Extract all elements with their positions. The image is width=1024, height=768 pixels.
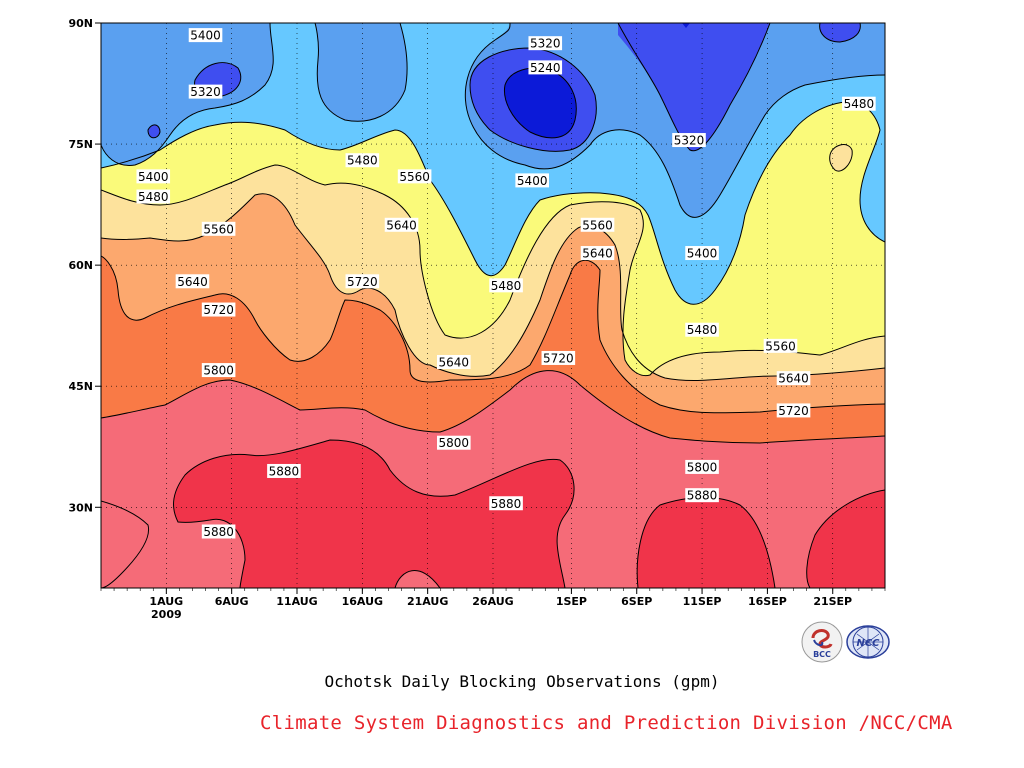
contour-label-bg: [528, 60, 563, 75]
contour-label-bg: [515, 173, 549, 188]
x-tick-label: 16SEP: [748, 595, 787, 608]
contour-label-bg: [437, 435, 471, 450]
x-tick-label: 16AUG: [342, 595, 383, 608]
x-tick-label: 6SEP: [621, 595, 652, 608]
credit-line: Climate System Diagnostics and Predictio…: [260, 712, 953, 734]
x-tick-label: 11AUG: [276, 595, 317, 608]
x-tick-label: 1AUG: [149, 595, 183, 608]
y-axis: 30N 45N 60N 75N 90N: [68, 17, 101, 514]
ncc-logo-icon: NCC: [846, 625, 890, 659]
contour-label: 5880: [491, 497, 522, 511]
y-tick-label: 60N: [68, 259, 93, 272]
x-tick-label: 26AUG: [472, 595, 513, 608]
contour-label: 5480: [491, 279, 522, 293]
y-tick-label: 75N: [68, 138, 93, 151]
contour-label: 5240: [530, 61, 561, 75]
contour-label: 5480: [844, 97, 875, 111]
contour-label-bg: [437, 355, 471, 369]
contour-label-bg: [776, 371, 811, 386]
y-tick-label: 30N: [68, 501, 93, 514]
closed-5640-cell: [829, 144, 853, 172]
x-tick-label: 2009: [151, 608, 182, 621]
contour-label: 5560: [765, 339, 796, 353]
contour-label: 5480: [138, 190, 169, 204]
contour-label-bg: [201, 363, 236, 378]
band-5240: [504, 23, 690, 138]
contour-label: 5720: [347, 275, 378, 289]
contour-label-bg: [672, 133, 706, 148]
contour-label: 5640: [386, 218, 417, 232]
contour-label-bg: [397, 169, 432, 184]
contour-label: 5640: [439, 356, 470, 370]
contour-label: 5480: [687, 323, 718, 337]
contour-label-bg: [201, 221, 236, 236]
contour-label: 5320: [190, 85, 221, 99]
contour-label-bg: [685, 459, 719, 474]
contour-label-bg: [175, 274, 210, 289]
contour-label: 5560: [582, 218, 613, 232]
y-tick-label: 90N: [68, 17, 93, 30]
contour-label-bg: [489, 278, 523, 293]
contour-label: 5800: [439, 436, 470, 450]
contour-label-bg: [776, 403, 811, 418]
contour-label-bg: [528, 36, 563, 51]
contour-label-bg: [136, 169, 171, 184]
contour-label: 5560: [203, 222, 234, 236]
contour-label-bg: [384, 217, 419, 232]
contour-label-bg: [267, 463, 301, 478]
contour-label: 5880: [269, 464, 300, 478]
contour-label-bg: [201, 524, 236, 539]
contour-label-bg: [345, 274, 380, 289]
x-tick-label: 1SEP: [556, 595, 587, 608]
contour-label-bg: [685, 246, 719, 261]
contour-label: 5720: [203, 303, 234, 317]
contour-label: 5400: [138, 170, 169, 184]
x-tick-label: 21AUG: [407, 595, 448, 608]
contour-label: 5880: [687, 489, 718, 503]
contour-label: 5640: [582, 247, 613, 261]
contour-label: 5400: [190, 29, 221, 43]
contour-label: 5720: [778, 404, 809, 418]
contour-label-bg: [345, 153, 380, 168]
contour-label-bg: [489, 496, 523, 511]
contour-label-bg: [136, 189, 171, 204]
contour-label-bg: [541, 350, 576, 365]
contour-label-bg: [685, 322, 719, 337]
contour-label: 5400: [687, 247, 718, 261]
contour-label-bg: [188, 28, 223, 43]
contour-lines: [101, 23, 885, 588]
contour-label: 5320: [674, 134, 705, 148]
contour-label-bg: [685, 488, 719, 503]
contour-label-bg: [201, 302, 236, 317]
x-tick-label: 6AUG: [215, 595, 249, 608]
contour-label-bg: [842, 96, 876, 111]
x-tick-label: 11SEP: [683, 595, 722, 608]
bcc-logo-text: BCC: [813, 650, 831, 659]
contour-label-bg: [188, 84, 223, 99]
contour-label: 5320: [530, 37, 561, 51]
y-tick-label: 45N: [68, 380, 93, 393]
ncc-logo-text: NCC: [856, 638, 880, 649]
contour-label: 5560: [399, 170, 430, 184]
contour-label-bg: [580, 217, 615, 232]
contour-label: 5800: [203, 364, 234, 378]
contour-labels: 5400 5320 5320 5240 5400 5480 5480 5560 5400 5320…: [136, 28, 876, 539]
contour-label: 5800: [687, 460, 718, 474]
x-tick-label: 21SEP: [813, 595, 852, 608]
contour-label: 5640: [778, 372, 809, 386]
contour-label: 5640: [177, 275, 208, 289]
contour-label: 5480: [347, 154, 378, 168]
chart-title: Ochotsk Daily Blocking Observations (gpm…: [324, 672, 720, 691]
contour-label-bg: [580, 246, 615, 261]
contour-label: 5400: [517, 174, 548, 188]
bcc-logo-icon: BCC: [801, 621, 843, 663]
contour-label: 5880: [203, 525, 234, 539]
contour-label-bg: [763, 338, 798, 353]
contour-label: 5720: [543, 351, 574, 365]
